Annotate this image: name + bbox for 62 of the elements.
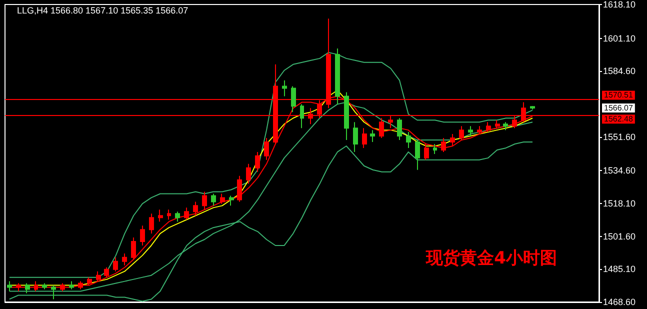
candlestick — [503, 122, 508, 131]
y-tick-label: 1618.10 — [603, 0, 636, 10]
y-tick-label: 1601.10 — [603, 33, 636, 44]
candlestick — [335, 48, 340, 105]
candlestick — [477, 126, 482, 135]
candlestick — [344, 92, 349, 141]
y-tick-label: 1584.60 — [603, 66, 636, 76]
candlestick — [69, 280, 74, 290]
candlestick — [122, 252, 127, 266]
candlestick — [51, 284, 56, 300]
candlestick — [167, 209, 171, 220]
candlestick — [468, 126, 473, 137]
text: 1566.07 — [604, 104, 634, 113]
candlestick — [7, 280, 12, 292]
candlestick — [175, 211, 180, 222]
candlestick — [158, 209, 163, 222]
annotation: 现货黄金4小时图 — [425, 248, 558, 268]
candlestick — [282, 80, 287, 97]
candlestick — [25, 282, 30, 294]
candlestick — [149, 213, 154, 234]
candlestick — [486, 122, 491, 133]
candlestick — [96, 270, 101, 282]
y-tick-label: 1501.60 — [603, 231, 636, 242]
candlestick — [433, 143, 437, 154]
candlestick — [184, 207, 189, 220]
candlestick — [450, 134, 455, 146]
candlestick — [459, 126, 464, 141]
candlestick — [202, 191, 207, 210]
candlestick — [237, 175, 242, 202]
candlestick — [530, 105, 535, 110]
candlestick — [291, 86, 296, 113]
candlestick — [424, 143, 429, 160]
candlestick — [113, 256, 118, 272]
candlestick — [211, 193, 216, 206]
candlestick — [131, 237, 136, 260]
candlestick — [397, 118, 402, 141]
candlestick — [300, 104, 304, 129]
candlestick — [441, 138, 446, 152]
candlestick — [379, 118, 384, 139]
y-tick-label: 1485.10 — [603, 264, 636, 274]
candlestick — [193, 201, 198, 216]
candlestick — [495, 120, 500, 129]
candlestick — [255, 151, 260, 172]
y-tick-label: 1518.10 — [603, 198, 636, 208]
y-tick-label: 1468.60 — [603, 297, 636, 307]
candlestick — [370, 130, 375, 143]
candlestick — [415, 140, 420, 170]
ref-line-label: 1570.51 — [604, 90, 634, 100]
ref-line-label: 1562.48 — [604, 114, 634, 124]
candlestick — [104, 266, 109, 278]
candlestick — [140, 225, 145, 246]
candlestick — [246, 163, 251, 184]
y-tick-label: 1534.60 — [603, 166, 636, 176]
candlestick — [264, 138, 269, 160]
candlestick — [42, 282, 47, 290]
candlestick — [362, 128, 367, 148]
y-tick-label: 1551.60 — [603, 132, 636, 142]
chart-title: LLG,H4 1566.80 1567.10 1565.35 1566.07 — [17, 6, 188, 16]
candlestick — [353, 122, 358, 152]
candlestick — [220, 193, 225, 204]
candlestick — [229, 195, 234, 206]
candlestick — [406, 132, 411, 148]
